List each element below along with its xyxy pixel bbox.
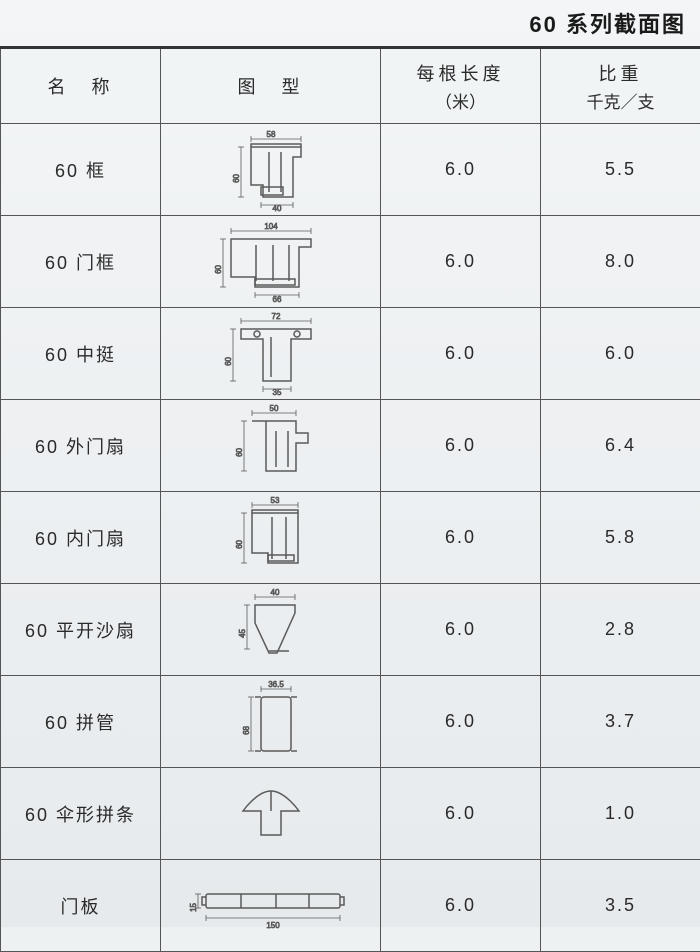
col-weight-unit: 千克／支 (542, 88, 699, 113)
svg-text:60: 60 (232, 173, 241, 182)
cell-length: 6.0 (381, 308, 541, 400)
cell-name: 60 中挺 (1, 308, 161, 400)
table-row: 60 内门扇 53 (1, 492, 700, 584)
svg-text:36.5: 36.5 (268, 680, 284, 689)
cell-length: 6.0 (381, 676, 541, 768)
svg-text:58: 58 (266, 130, 275, 139)
table-header-row: 名 称 图 型 每根长度 （米） 比重 千克／支 (1, 48, 700, 124)
cell-length: 6.0 (381, 124, 541, 216)
svg-text:40: 40 (272, 204, 281, 212)
profile-svg: 72 60 35 (211, 311, 331, 396)
cell-weight: 2.8 (541, 584, 700, 676)
cell-weight: 3.5 (541, 860, 700, 952)
col-length-unit: （米） (382, 88, 539, 113)
cell-shape (161, 768, 381, 860)
cell-name: 60 外门扇 (1, 400, 161, 492)
cell-name: 60 框 (1, 124, 161, 216)
table-row: 60 框 58 (1, 124, 700, 216)
cell-name: 60 拼管 (1, 676, 161, 768)
profile-svg: 40 45 (221, 587, 321, 672)
svg-text:60: 60 (235, 447, 244, 456)
cell-name: 60 内门扇 (1, 492, 161, 584)
cell-name: 60 门框 (1, 216, 161, 308)
page: { "title": "60 系列截面图", "columns": { "nam… (0, 0, 700, 927)
cell-shape: 53 60 (161, 492, 381, 584)
svg-text:72: 72 (271, 312, 280, 321)
col-weight-header: 比重 千克／支 (541, 48, 700, 124)
cell-weight: 1.0 (541, 768, 700, 860)
svg-text:60: 60 (214, 264, 223, 273)
svg-text:68: 68 (242, 725, 251, 734)
col-length-header: 每根长度 （米） (381, 48, 541, 124)
cell-shape: 40 45 (161, 584, 381, 676)
cell-weight: 5.8 (541, 492, 700, 584)
table-body: 60 框 58 (1, 124, 700, 952)
cell-length: 6.0 (381, 492, 541, 584)
profile-svg: 58 60 40 (211, 127, 331, 212)
col-shape-header: 图 型 (161, 48, 381, 124)
profile-svg: 104 60 66 (201, 219, 341, 304)
table-row: 60 拼管 36.5 (1, 676, 700, 768)
svg-text:45: 45 (238, 628, 247, 637)
cell-length: 6.0 (381, 584, 541, 676)
table-row: 门板 15 (1, 860, 700, 952)
profile-svg (216, 771, 326, 856)
svg-text:35: 35 (272, 388, 281, 396)
cell-shape: 50 60 (161, 400, 381, 492)
col-weight-label: 比重 (599, 64, 643, 84)
table-row: 60 外门扇 50 (1, 400, 700, 492)
table-row: 60 伞形拼条 6.0 1.0 (1, 768, 700, 860)
cell-length: 6.0 (381, 400, 541, 492)
svg-text:150: 150 (266, 921, 280, 930)
cell-length: 6.0 (381, 768, 541, 860)
cell-shape: 36.5 68 (161, 676, 381, 768)
svg-text:104: 104 (264, 222, 278, 231)
cell-weight: 3.7 (541, 676, 700, 768)
cell-weight: 6.0 (541, 308, 700, 400)
svg-text:50: 50 (269, 404, 278, 413)
col-name-header: 名 称 (1, 48, 161, 124)
svg-text:60: 60 (235, 539, 244, 548)
svg-text:53: 53 (270, 496, 279, 505)
col-length-label: 每根长度 (417, 64, 505, 84)
svg-text:15: 15 (189, 902, 198, 911)
cell-length: 6.0 (381, 216, 541, 308)
page-title: 60 系列截面图 (0, 0, 700, 46)
cell-weight: 5.5 (541, 124, 700, 216)
profile-svg: 36.5 68 (221, 679, 321, 764)
cell-name: 60 平开沙扇 (1, 584, 161, 676)
cell-shape: 15 150 (161, 860, 381, 952)
table-row: 60 门框 104 (1, 216, 700, 308)
svg-text:60: 60 (224, 356, 233, 365)
cell-weight: 6.4 (541, 400, 700, 492)
profile-svg: 53 60 (216, 495, 326, 580)
profile-svg: 50 60 (216, 403, 326, 488)
svg-text:40: 40 (270, 588, 279, 597)
table-row: 60 中挺 72 (1, 308, 700, 400)
svg-text:66: 66 (272, 295, 281, 304)
cell-length: 6.0 (381, 860, 541, 952)
cell-weight: 8.0 (541, 216, 700, 308)
cell-shape: 104 60 66 (161, 216, 381, 308)
cell-shape: 72 60 35 (161, 308, 381, 400)
cell-shape: 58 60 40 (161, 124, 381, 216)
spec-table: 名 称 图 型 每根长度 （米） 比重 千克／支 60 框 (0, 46, 700, 952)
cell-name: 60 伞形拼条 (1, 768, 161, 860)
table-row: 60 平开沙扇 40 45 (1, 584, 700, 676)
cell-name: 门板 (1, 860, 161, 952)
